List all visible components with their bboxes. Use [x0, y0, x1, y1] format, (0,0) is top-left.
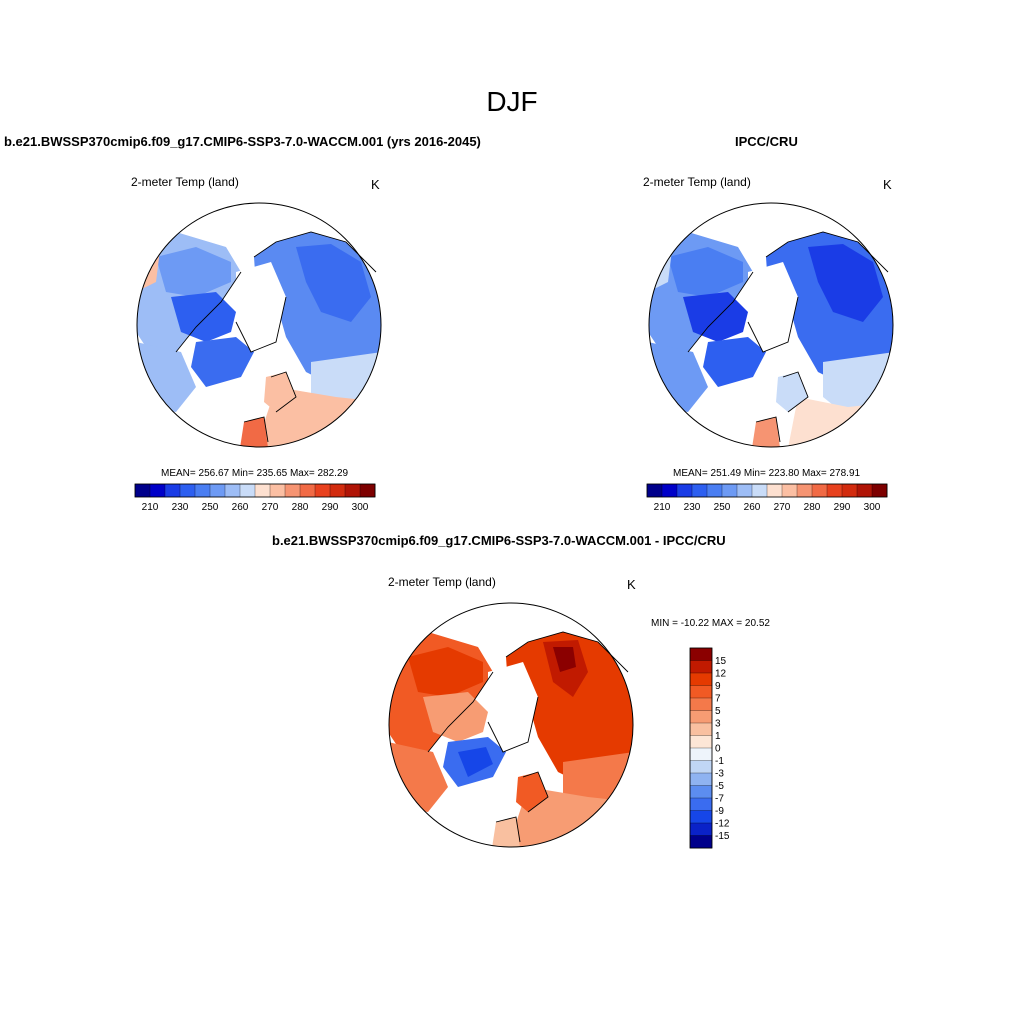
colorbar-model-cell: [149, 483, 166, 498]
colorbar-difference-tick-label: 9: [715, 681, 721, 692]
colorbar-difference-cell: [689, 722, 713, 736]
colorbar-difference-tick-label: 3: [715, 719, 721, 730]
map-difference: [388, 602, 634, 848]
colorbar-difference-tick-label: -7: [715, 794, 724, 805]
colorbar-difference-tick-label: 1: [715, 731, 721, 742]
colorbar-model-cell: [224, 483, 241, 498]
colorbar-model-cell: [209, 483, 226, 498]
colorbar-obs-cell: [676, 483, 693, 498]
colorbar-difference-cell: [689, 647, 713, 661]
colorbar-model-cell: [254, 483, 271, 498]
colorbar-obs-cell: [661, 483, 678, 498]
colorbar-obs-cell: [856, 483, 873, 498]
colorbar-model-cell: [284, 483, 301, 498]
colorbar-model-tick-label: 290: [322, 502, 339, 513]
panel-1-title: b.e21.BWSSP370cmip6.f09_g17.CMIP6-SSP3-7…: [4, 134, 481, 149]
colorbar-difference-tick-label: -9: [715, 806, 724, 817]
colorbar-obs-cell: [796, 483, 813, 498]
colorbar-model-cell: [299, 483, 316, 498]
colorbar-difference-cell: [689, 747, 713, 761]
colorbar-difference-tick-label: 0: [715, 744, 721, 755]
panel-1-units: K: [371, 177, 380, 192]
colorbar-difference-cell: [689, 672, 713, 686]
colorbar-model: 210 230 250 260 270 280 290 300: [134, 483, 376, 513]
colorbar-difference-cell: [689, 835, 713, 849]
colorbar-model-cell: [179, 483, 196, 498]
colorbar-obs-tick-label: 250: [714, 502, 731, 513]
panel-3-subtitle: 2-meter Temp (land): [388, 575, 496, 589]
colorbar-obs: 210 230 250 260 270 280 290 300: [646, 483, 888, 513]
panel-2-subtitle: 2-meter Temp (land): [643, 175, 751, 189]
colorbar-difference-tick-label: 15: [715, 656, 727, 667]
panel-1-stats: MEAN= 256.67 Min= 235.65 Max= 282.29: [161, 468, 349, 479]
colorbar-model-cell: [314, 483, 331, 498]
colorbar-model-tick-label: 300: [352, 502, 369, 513]
colorbar-obs-cell: [871, 483, 888, 498]
colorbar-model-cell: [344, 483, 361, 498]
colorbar-obs-cell: [811, 483, 828, 498]
panel-2-units: K: [883, 177, 892, 192]
colorbar-model-cell: [329, 483, 346, 498]
colorbar-obs-tick-label: 300: [864, 502, 881, 513]
colorbar-model-cell: [194, 483, 211, 498]
colorbar-model-cell: [164, 483, 181, 498]
colorbar-obs-cell: [706, 483, 723, 498]
colorbar-difference-tick-label: 12: [715, 669, 727, 680]
panel-2-title: IPCC/CRU: [735, 134, 798, 149]
colorbar-model-tick-label: 280: [292, 502, 309, 513]
colorbar-obs-tick-label: 290: [834, 502, 851, 513]
figure-title: DJF: [486, 86, 538, 117]
colorbar-model-tick-label: 230: [172, 502, 189, 513]
colorbar-difference-tick-label: -15: [715, 831, 730, 842]
colorbar-model-cell: [359, 483, 376, 498]
colorbar-difference: 15 129 75 31 0-1 -3-5 -7-9 -12-15: [689, 647, 730, 849]
colorbar-obs-tick-label: 210: [654, 502, 671, 513]
colorbar-obs-tick-label: 280: [804, 502, 821, 513]
colorbar-difference-tick-label: -5: [715, 781, 724, 792]
colorbar-difference-cell: [689, 760, 713, 774]
panel-3-units: K: [627, 577, 636, 592]
colorbar-obs-cell: [841, 483, 858, 498]
colorbar-model-cell: [269, 483, 286, 498]
colorbar-difference-cell: [689, 710, 713, 724]
colorbar-model-tick-label: 250: [202, 502, 219, 513]
colorbar-obs-tick-label: 260: [744, 502, 761, 513]
panel-2-stats: MEAN= 251.49 Min= 223.80 Max= 278.91: [673, 468, 861, 479]
colorbar-model-tick-label: 270: [262, 502, 279, 513]
colorbar-difference-tick-label: 7: [715, 694, 721, 705]
colorbar-difference-tick-label: -1: [715, 756, 724, 767]
colorbar-difference-tick-label: -12: [715, 819, 730, 830]
panel-1-subtitle: 2-meter Temp (land): [131, 175, 239, 189]
colorbar-obs-tick-label: 270: [774, 502, 791, 513]
colorbar-difference-cell: [689, 797, 713, 811]
colorbar-obs-cell: [646, 483, 663, 498]
map-obs: [648, 202, 894, 448]
colorbar-obs-cell: [826, 483, 843, 498]
colorbar-obs-cell: [781, 483, 798, 498]
colorbar-model-cell: [239, 483, 256, 498]
colorbar-difference-cell: [689, 697, 713, 711]
colorbar-obs-cell: [736, 483, 753, 498]
colorbar-difference-cell: [689, 772, 713, 786]
colorbar-model-tick-label: 210: [142, 502, 159, 513]
colorbar-obs-cell: [751, 483, 768, 498]
colorbar-difference-cell: [689, 685, 713, 699]
panel-3-stats: MIN = -10.22 MAX = 20.52: [651, 618, 770, 629]
colorbar-difference-cell: [689, 785, 713, 799]
colorbar-obs-cell: [691, 483, 708, 498]
colorbar-difference-tick-label: -3: [715, 769, 724, 780]
colorbar-model-tick-label: 260: [232, 502, 249, 513]
colorbar-model-cell: [134, 483, 151, 498]
colorbar-difference-cell: [689, 660, 713, 674]
colorbar-difference-tick-label: 5: [715, 706, 721, 717]
colorbar-difference-cell: [689, 810, 713, 824]
colorbar-obs-tick-label: 230: [684, 502, 701, 513]
map-model: [136, 202, 382, 448]
colorbar-obs-cell: [721, 483, 738, 498]
panel-3-title: b.e21.BWSSP370cmip6.f09_g17.CMIP6-SSP3-7…: [272, 533, 726, 548]
colorbar-difference-cell: [689, 822, 713, 836]
colorbar-obs-cell: [766, 483, 783, 498]
colorbar-difference-cell: [689, 735, 713, 749]
